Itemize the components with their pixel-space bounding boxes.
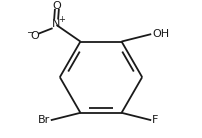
Text: Br: Br (38, 115, 50, 125)
Text: +: + (58, 15, 65, 24)
Text: N: N (52, 19, 60, 29)
Text: F: F (152, 115, 158, 125)
Text: O: O (52, 1, 61, 11)
Text: −: − (26, 28, 33, 37)
Text: OH: OH (152, 29, 169, 39)
Text: O: O (30, 31, 39, 41)
